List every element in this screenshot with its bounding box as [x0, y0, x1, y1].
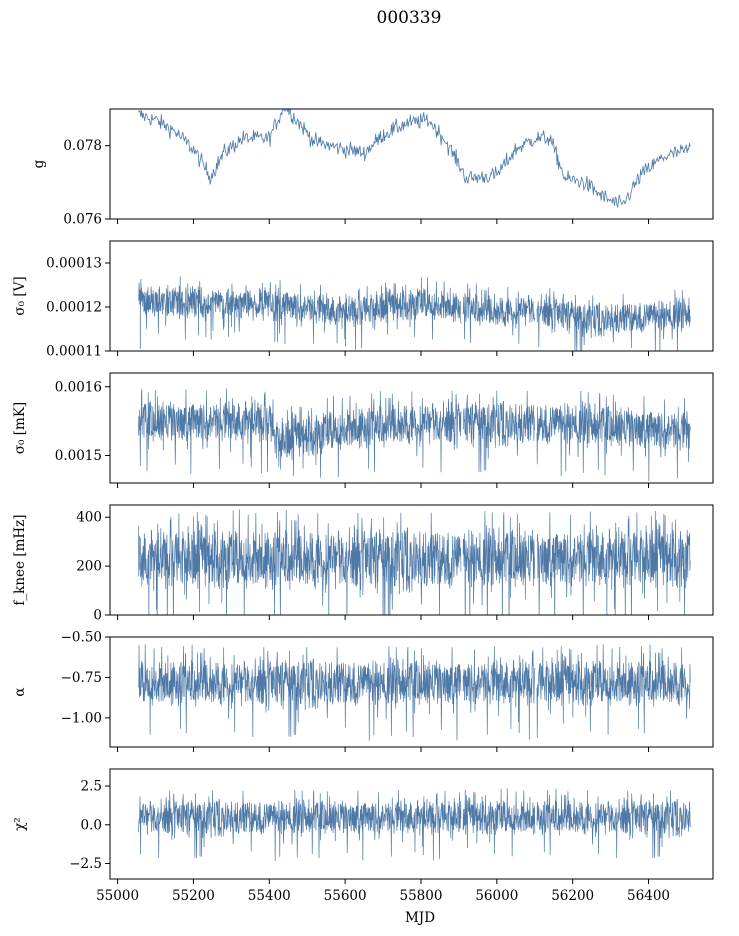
figure-title: 000339 [377, 8, 442, 28]
axes-frame-chi2 [109, 768, 714, 880]
ytick-label-g-1: 0.078 [63, 138, 102, 154]
axes-frame-g [109, 108, 714, 220]
series-band-sigma0_v [138, 276, 691, 351]
xtick-label-7: 56400 [627, 888, 670, 904]
xtick-label-3: 55600 [324, 888, 367, 904]
series-band-alpha [138, 644, 691, 741]
ytick-label-fknee-2: 400 [76, 510, 102, 526]
ylabel-sigma0_mk: σ₀ [mK] [12, 402, 28, 454]
series-band-fknee [138, 509, 691, 615]
ylabel-fknee: f_knee [mHz] [12, 514, 28, 605]
panel-alpha: −1.00 −0.75 −0.50 α [12, 630, 714, 752]
x-axis-label: MJD [405, 910, 435, 926]
ytick-label-alpha-2: −0.50 [61, 630, 102, 646]
axes-frame-sigma0_v [109, 240, 714, 352]
ytick-label-sigma0_v-2: 0.00013 [46, 256, 102, 272]
ytick-label-sigma0_mk-0: 0.0015 [55, 448, 102, 464]
series-band-chi2 [138, 788, 691, 862]
xtick-label-4: 55800 [400, 888, 443, 904]
ytick-label-sigma0_v-1: 0.00012 [46, 300, 102, 316]
ytick-label-fknee-1: 200 [76, 559, 102, 575]
panel-chi2: −2.5 0.0 2.5 55000 55200 55400 55600 55800 56000… [12, 768, 714, 904]
ytick-label-alpha-0: −1.00 [61, 710, 102, 726]
ylabel-g: g [31, 159, 47, 168]
ytick-label-sigma0_mk-1: 0.0016 [55, 379, 102, 395]
ylabel-alpha: α [12, 687, 28, 696]
axes-frame-fknee [109, 504, 714, 616]
panel-sigma0_mk: 0.0015 0.0016 σ₀ [mK] [12, 372, 714, 488]
panel-sigma0_v: 0.00011 0.00012 0.00013 σ₀ [V] [12, 240, 714, 360]
ylabel-chi2: χ² [12, 817, 28, 831]
ytick-label-chi2-1: 0.0 [81, 817, 102, 833]
ytick-label-g-0: 0.076 [63, 212, 102, 228]
axes-frame-sigma0_mk [109, 372, 714, 484]
ytick-label-chi2-0: −2.5 [69, 856, 102, 872]
xtick-label-6: 56200 [551, 888, 594, 904]
panel-g: 0.076 0.078 g [31, 108, 714, 228]
ytick-label-fknee-0: 0 [93, 608, 102, 624]
ylabel-sigma0_v: σ₀ [V] [12, 276, 28, 315]
ytick-label-alpha-1: −0.75 [61, 670, 102, 686]
xtick-label-5: 56000 [475, 888, 518, 904]
ytick-label-chi2-2: 2.5 [81, 779, 102, 795]
axes-frame-alpha [109, 636, 714, 748]
xtick-label-1: 55200 [172, 888, 215, 904]
panel-fknee: 0 200 400 f_knee [mHz] [12, 504, 714, 624]
xtick-label-0: 55000 [96, 888, 139, 904]
series-band-sigma0_mk [138, 388, 691, 482]
xtick-label-2: 55400 [248, 888, 291, 904]
series-line-g [138, 109, 691, 209]
ytick-label-sigma0_v-0: 0.00011 [46, 344, 102, 360]
